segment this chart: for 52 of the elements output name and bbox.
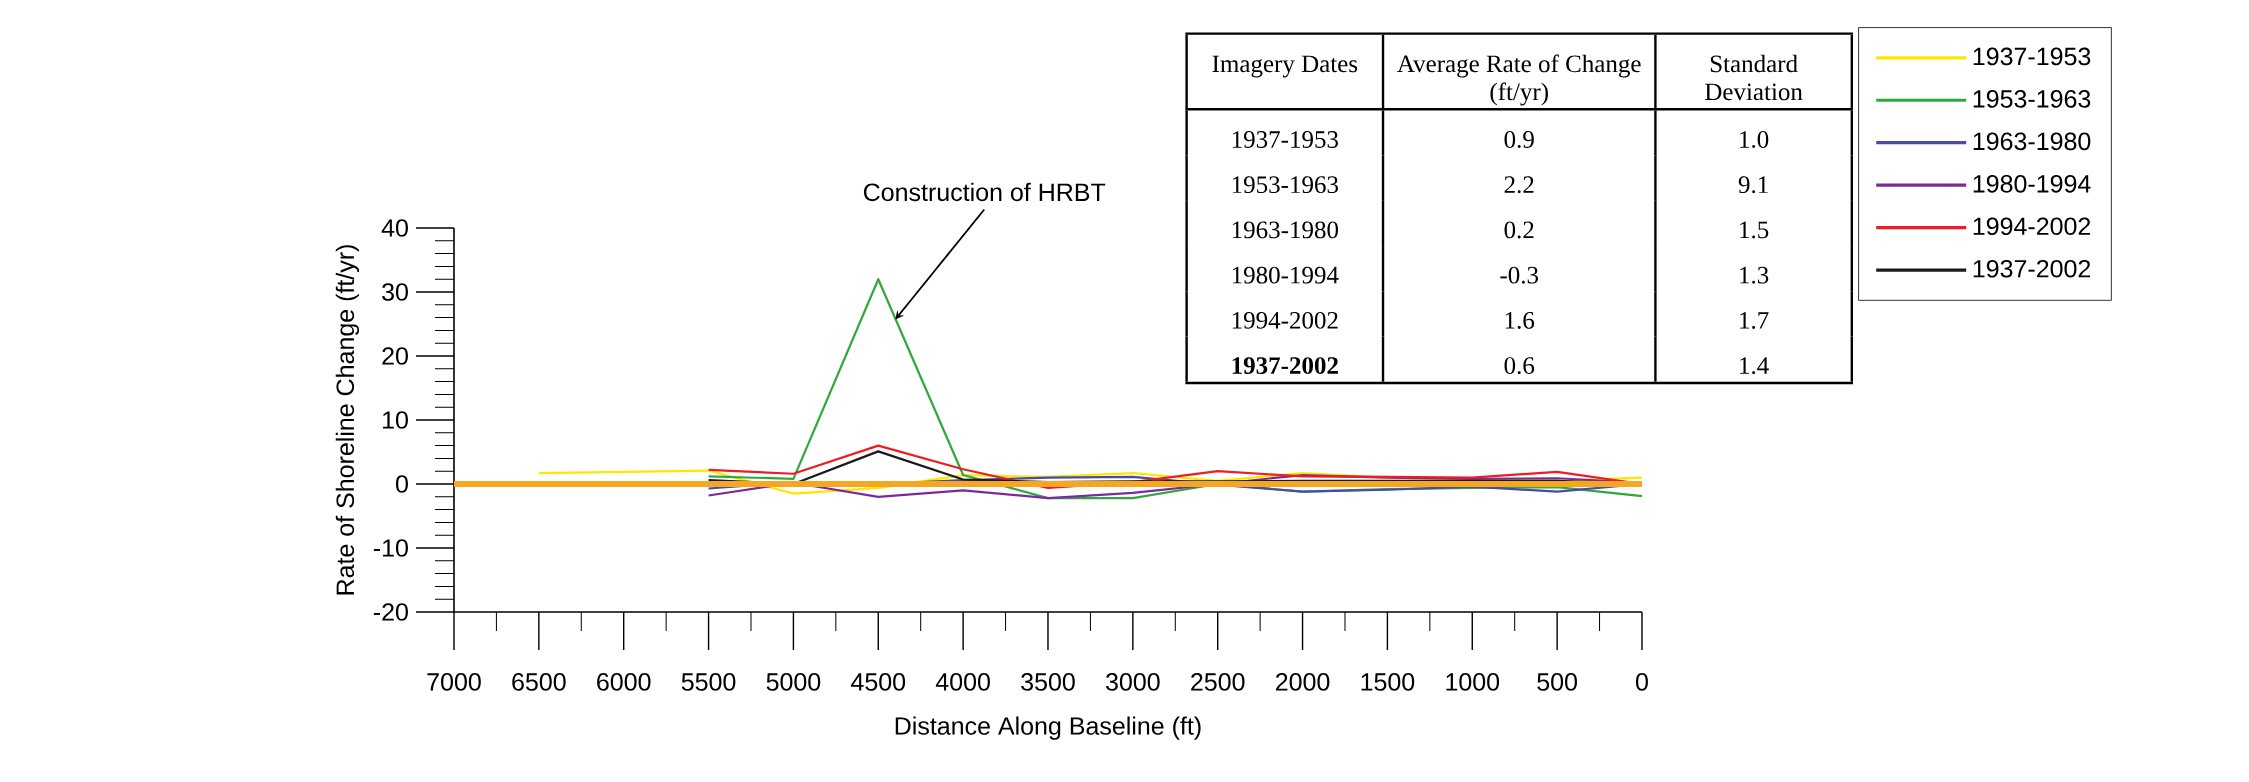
text: 0.9: [1504, 131, 1534, 148]
y-axis-title: Rate of Shoreline Change (ft/yr): [335, 245, 360, 595]
text: Imagery Dates: [1212, 55, 1358, 78]
annotation: Construction of HRBT: [863, 182, 1106, 202]
annotation: 1980-1994: [1232, 266, 1339, 284]
text: 1937-1953: [1232, 131, 1338, 148]
annotation: 0.6: [1504, 357, 1535, 375]
x-tick-label: 7000: [427, 673, 481, 691]
x-tick-label: 1500: [1361, 673, 1415, 691]
y-tick-label: 0: [395, 475, 408, 493]
x-tick-label: 4500: [851, 673, 906, 691]
text: Standard Deviation: [1705, 54, 1803, 101]
x-tick-label: 5500: [681, 673, 736, 691]
annotation: -0.3: [1500, 266, 1539, 284]
text: 1.0: [1740, 131, 1769, 148]
x-tick-label: 4000: [935, 673, 990, 691]
annotation: 1994-2002: [1232, 311, 1338, 329]
legend-label: 1994-2002: [1973, 217, 2091, 236]
x-tick-label: 6000: [597, 673, 651, 691]
y-tick-label: -20: [373, 603, 408, 621]
x-tick-label: 3000: [1105, 673, 1160, 691]
legend-label: 1953-1963: [1973, 90, 2091, 108]
y-tick-label: 10: [383, 411, 408, 429]
text: 1953-1963: [1232, 176, 1338, 194]
x-tick-label: 1000: [1446, 673, 1500, 691]
x-tick-label: 5000: [766, 673, 821, 691]
legend-label: 1963-1980: [1973, 132, 2091, 151]
x-tick-label: 6500: [512, 673, 566, 691]
text: 1.3: [1740, 266, 1769, 284]
text: 9.1: [1738, 176, 1768, 194]
text: 1.5: [1740, 221, 1769, 239]
y-tick-label: 40: [381, 219, 408, 237]
x-axis-title: Distance Along Baseline (ft): [895, 716, 1201, 740]
text: 2.2: [1504, 176, 1534, 194]
legend-label: 1937-1953: [1973, 47, 2091, 66]
y-tick-label: 30: [382, 283, 408, 301]
annotation: 1937-2002: [1232, 357, 1338, 374]
text: 1.7: [1740, 312, 1769, 329]
legend-label: 1937-2002: [1973, 259, 2091, 278]
y-tick-label: -10: [373, 539, 408, 557]
x-tick-label: 2500: [1191, 673, 1245, 691]
x-tick-label: 2000: [1276, 673, 1330, 691]
text: Average Rate of Change (ft/yr): [1397, 54, 1641, 106]
annotation: 1.6: [1505, 311, 1535, 329]
text: 1.4: [1740, 357, 1769, 375]
x-tick-label: 0: [1636, 673, 1648, 691]
annotation: 1963-1980: [1232, 221, 1339, 239]
y-tick-label: 20: [382, 347, 408, 365]
legend-label: 1980-1994: [1973, 174, 2091, 193]
x-tick-label: 500: [1537, 673, 1577, 691]
annotation: 0.2: [1504, 221, 1534, 239]
x-tick-label: 3500: [1021, 673, 1075, 691]
